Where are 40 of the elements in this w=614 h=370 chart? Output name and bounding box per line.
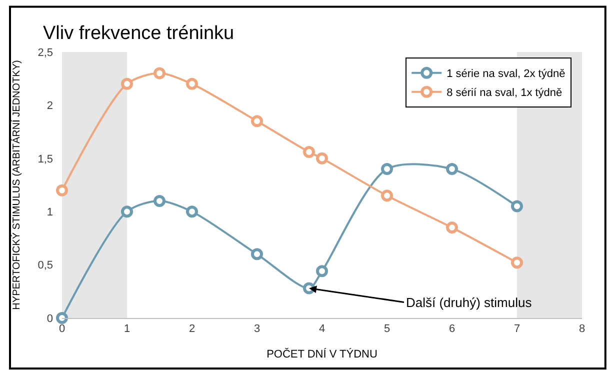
point bbox=[511, 256, 523, 269]
point bbox=[154, 194, 166, 207]
point bbox=[316, 152, 328, 164]
y-tick-label: 2,5 bbox=[38, 46, 53, 59]
y-tick-label: 1,5 bbox=[38, 153, 53, 166]
x-tick-label: 4 bbox=[318, 323, 326, 336]
point bbox=[316, 265, 328, 278]
point bbox=[446, 222, 458, 234]
x-tick-label: 1 bbox=[124, 323, 130, 336]
y-tick-label: 1 bbox=[46, 206, 53, 218]
y-tick-label: 0 bbox=[46, 312, 53, 325]
x-axis-title: POČET DNÍ V TÝDNU bbox=[266, 347, 378, 360]
x-tick-label: 3 bbox=[254, 323, 260, 336]
point bbox=[56, 312, 68, 324]
y-axis-title: HYPERTOFICKÝ STIMULUS (ARBITÁRNÍ JEDNOTKY) bbox=[10, 60, 23, 310]
annotation: Další (druhý) stimulus bbox=[406, 295, 532, 310]
y-tick-label: 0,5 bbox=[38, 260, 53, 272]
point bbox=[121, 78, 133, 90]
point bbox=[381, 163, 393, 176]
point bbox=[446, 163, 458, 176]
point bbox=[381, 190, 393, 202]
point bbox=[251, 248, 263, 260]
point bbox=[511, 200, 523, 212]
point bbox=[251, 115, 263, 128]
point bbox=[56, 184, 68, 196]
x-tick-label: 6 bbox=[448, 323, 456, 336]
point bbox=[186, 78, 198, 90]
x-tick-label: 0 bbox=[58, 323, 66, 336]
point bbox=[303, 146, 315, 158]
point bbox=[154, 67, 166, 80]
x-tick-label: 8 bbox=[578, 323, 586, 336]
chart-title: Vliv frekvence tréninku bbox=[42, 23, 234, 44]
point bbox=[186, 206, 198, 218]
legend-label: 1 série na sval, 2x týdně bbox=[446, 68, 566, 80]
y-tick-label: 2 bbox=[46, 100, 53, 112]
point bbox=[121, 206, 133, 218]
legend-label: 8 sérií na sval, 1x týdně bbox=[446, 87, 562, 100]
x-tick-label: 2 bbox=[188, 323, 196, 336]
x-tick-label: 7 bbox=[514, 323, 520, 336]
x-tick-label: 5 bbox=[384, 323, 390, 336]
